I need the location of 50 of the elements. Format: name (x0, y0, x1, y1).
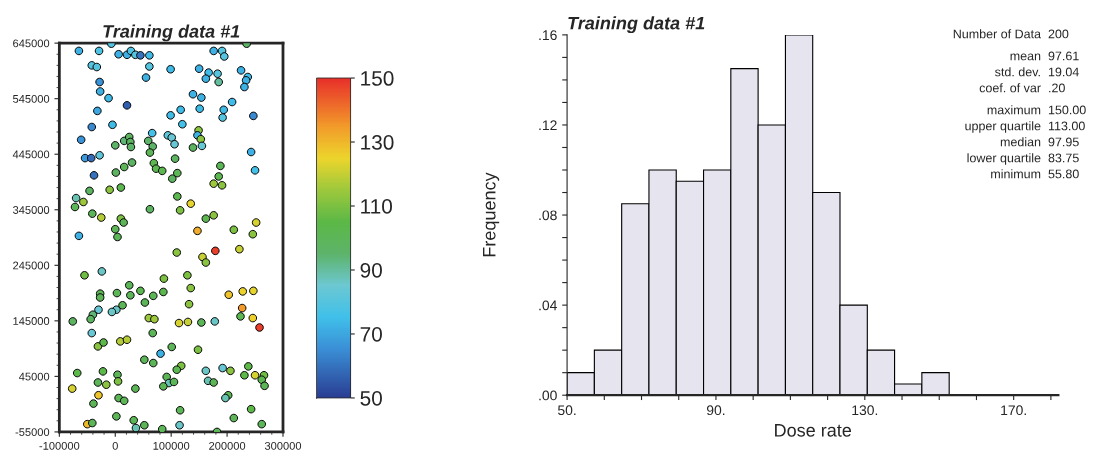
color-bar-label: 110 (361, 199, 393, 214)
chart-title: Training data #1 (568, 16, 705, 34)
annotation: 55.80 (1048, 169, 1079, 179)
annotation: mean (1010, 53, 1041, 61)
annotation: 19.04 (1048, 67, 1079, 77)
annotation: 83.75 (1048, 153, 1079, 163)
y-tick-label: 145000 (13, 317, 50, 325)
x-tick-label: 90. (706, 405, 725, 416)
annotation: 200 (1048, 29, 1069, 39)
y-tick-label: .16 (539, 30, 557, 41)
y-tick-label: .04 (539, 300, 557, 311)
x-tick-label: 50. (557, 405, 576, 416)
x-tick-label: 200000 (209, 441, 246, 450)
x-tick-label: 300000 (264, 441, 302, 450)
y-tick-label: 445000 (12, 150, 50, 159)
x-tick-label: 170. (1001, 405, 1026, 416)
annotation: .20 (1049, 83, 1065, 93)
annotation: lower quartile (967, 153, 1041, 165)
y-axis-title: Frequency (483, 172, 500, 257)
x-tick-label: 130. (852, 405, 878, 416)
color-bar-label: 90 (360, 262, 382, 278)
annotation: coef. of var (979, 83, 1041, 93)
y-tick-label: .12 (539, 120, 557, 130)
annotation: 97.61 (1048, 51, 1079, 61)
chart-title: Training data #1 (103, 24, 240, 42)
annotation: upper quartile (965, 121, 1041, 133)
color-bar-label: 150 (361, 71, 394, 86)
annotation: 97.95 (1048, 137, 1079, 147)
y-tick-label: .00 (539, 390, 557, 401)
y-tick-label: 545000 (13, 94, 50, 103)
x-tick-label: 0 (112, 441, 118, 450)
annotation: Number of Data (953, 29, 1042, 39)
x-tick-label: 100000 (153, 441, 190, 450)
color-bar-label: 70 (360, 326, 382, 342)
annotation: 150.00 (1048, 105, 1086, 115)
color-bar-label: 50 (360, 390, 382, 406)
y-tick-label: .08 (539, 210, 557, 221)
annotation: maximum (987, 105, 1041, 115)
color-bar-label: 130 (361, 135, 394, 150)
x-axis-title: Dose rate (775, 424, 852, 437)
x-tick-label: -100000 (39, 441, 80, 450)
y-tick-label: 345000 (12, 206, 50, 214)
y-tick-label: 45000 (18, 372, 50, 381)
annotation: 113.00 (1048, 121, 1085, 131)
y-tick-label: 245000 (13, 261, 50, 270)
annotation: std. dev. (995, 67, 1040, 77)
annotation: median (1000, 137, 1041, 147)
annotation: minimum (991, 169, 1041, 179)
y-tick-label: 645000 (13, 39, 50, 48)
y-tick-label: -55000 (15, 428, 50, 437)
